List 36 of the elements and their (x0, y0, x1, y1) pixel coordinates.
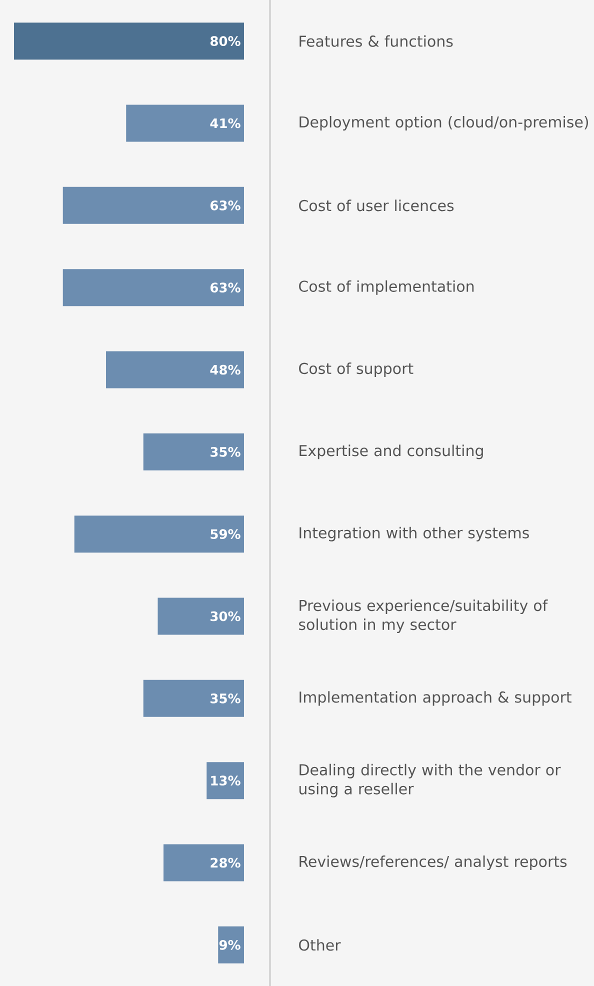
bar (106, 351, 244, 388)
bar (143, 680, 244, 717)
y-tick-label: Expertise and consulting (300, 444, 483, 460)
data-label: 35% (210, 694, 240, 704)
y-tick-label: Reviews/references/ analyst reports (300, 856, 567, 870)
y-tick-label: Cost of user licences (299, 200, 454, 212)
y-tick-label: Other (299, 939, 341, 951)
data-label: 9% (219, 940, 240, 950)
bar (62, 269, 244, 306)
data-label: 28% (210, 858, 240, 868)
data-label: 13% (211, 776, 240, 786)
y-tick-label: Cost of support (299, 362, 414, 378)
data-label: 48% (210, 364, 240, 375)
y-tick-label: Features & functions (300, 35, 453, 47)
y-tick-label: Integration with other systems (300, 526, 529, 542)
data-label: 59% (210, 529, 240, 540)
bar (163, 844, 244, 882)
y-tick-label: Previous experience/suitability of solution in my sector (299, 600, 548, 634)
bar (74, 516, 244, 553)
data-label: 63% (210, 282, 240, 293)
y-tick-label: Implementation approach & support (300, 691, 572, 706)
bar (206, 762, 244, 800)
data-label: 80% (210, 36, 240, 46)
y-tick-label: Dealing directly with the vendor or using a reseller (299, 764, 561, 798)
bar (218, 926, 244, 964)
data-label: 35% (210, 447, 240, 457)
y-tick-label: Cost of implementation (299, 280, 474, 295)
bar (62, 186, 244, 224)
data-label: 41% (210, 118, 240, 128)
bar (143, 433, 244, 470)
data-label: 30% (210, 611, 240, 622)
data-label: 63% (210, 200, 240, 210)
y-tick-label: Deployment option (cloud/on-premise) (300, 116, 588, 131)
bar (158, 598, 244, 635)
bar (14, 22, 244, 60)
bar (126, 104, 244, 142)
